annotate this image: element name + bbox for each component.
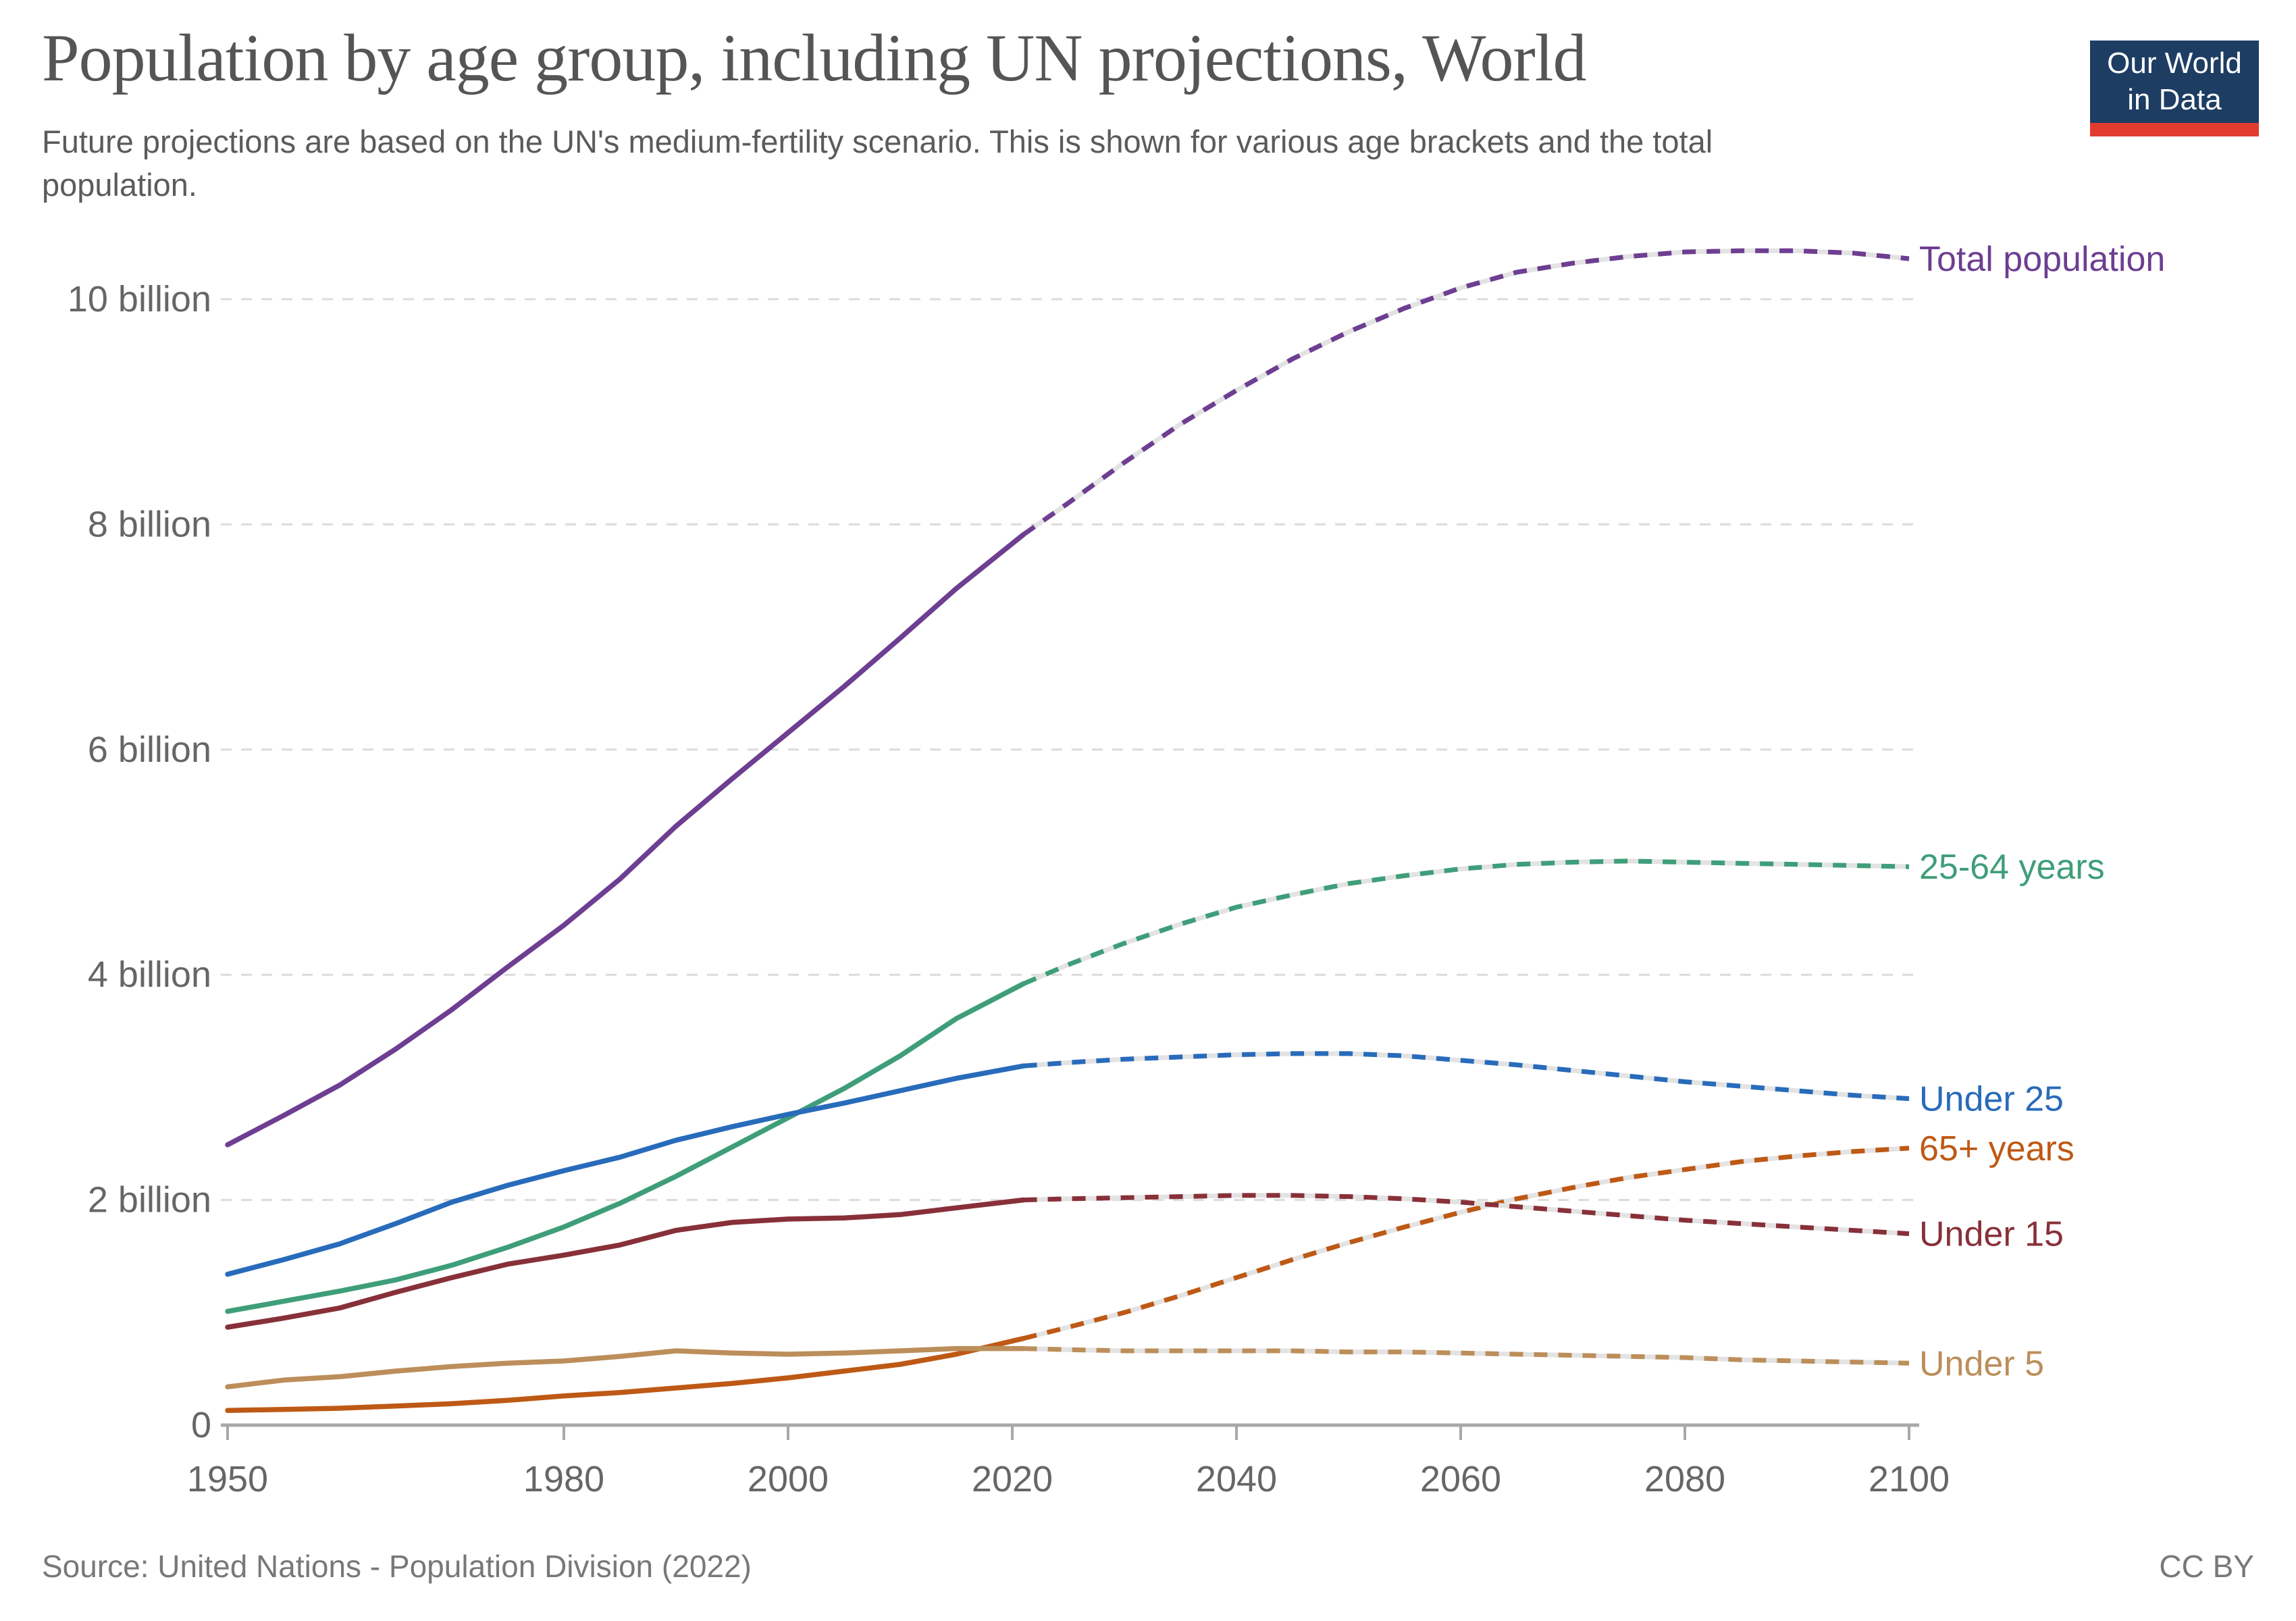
y-tick-label-8: 8 billion bbox=[88, 504, 211, 544]
series-line-total-population-projection-underlay bbox=[1022, 248, 1910, 537]
owid-logo-stripe bbox=[2090, 123, 2259, 136]
series-line-under-25 bbox=[225, 1063, 1026, 1277]
x-tick-label-2040: 2040 bbox=[1196, 1459, 1277, 1499]
series-line-65-years-projection-underlay bbox=[1022, 1146, 1910, 1341]
series-line-under-25-projected bbox=[1023, 1051, 1910, 1102]
series-line-25-64-years-projection-underlay bbox=[1022, 858, 1910, 986]
series-line-65-years-projected bbox=[1022, 1146, 1910, 1341]
series-line-total-population bbox=[225, 532, 1026, 1148]
license-link[interactable]: CC BY bbox=[2159, 1549, 2254, 1584]
x-tick-label-2100: 2100 bbox=[1869, 1459, 1950, 1499]
chart-subtitle: Future projections are based on the UN's… bbox=[42, 124, 1713, 203]
series-label-25-64-years: 25-64 years bbox=[1919, 848, 2105, 887]
series-line-25-64-years bbox=[225, 981, 1026, 1314]
x-tick-label-1950: 1950 bbox=[187, 1459, 268, 1499]
y-tick-label-0: 0 bbox=[191, 1405, 211, 1445]
y-tick-label-2: 2 billion bbox=[88, 1180, 211, 1220]
owid-logo-line2: in Data bbox=[2127, 83, 2222, 116]
x-tick-label-1980: 1980 bbox=[523, 1459, 604, 1499]
series-line-under-5-projected bbox=[1023, 1346, 1910, 1366]
series-label-65-years: 65+ years bbox=[1919, 1129, 2075, 1168]
x-tick-label-2080: 2080 bbox=[1644, 1459, 1725, 1499]
chart-footer: Source: United Nations - Population Divi… bbox=[42, 1548, 2254, 1585]
y-tick-label-4: 4 billion bbox=[88, 954, 211, 995]
series-line-total-population-projected bbox=[1022, 248, 1910, 537]
series-line-under-15 bbox=[225, 1197, 1026, 1330]
x-tick-label-2020: 2020 bbox=[972, 1459, 1053, 1499]
source-text: Source: United Nations - Population Divi… bbox=[42, 1549, 752, 1584]
series-label-under-5: Under 5 bbox=[1919, 1344, 2044, 1383]
series-line-25-64-years-projected bbox=[1022, 858, 1910, 986]
owid-logo[interactable]: Our World in Data bbox=[2090, 41, 2259, 136]
y-tick-label-10: 10 billion bbox=[68, 279, 211, 319]
series-line-under-5 bbox=[225, 1345, 1026, 1390]
series-line-under-15-projected bbox=[1023, 1193, 1910, 1237]
series-label-under-15: Under 15 bbox=[1919, 1215, 2064, 1254]
x-tick-label-2000: 2000 bbox=[748, 1459, 829, 1499]
y-tick-label-6: 6 billion bbox=[88, 729, 211, 770]
series-line-65-years bbox=[225, 1335, 1026, 1414]
owid-logo-background: Our World in Data bbox=[2090, 41, 2259, 123]
series-label-under-25: Under 25 bbox=[1919, 1080, 2064, 1119]
series-label-total-population: Total population bbox=[1919, 240, 2165, 279]
chart-title: Population by age group, including UN pr… bbox=[42, 20, 1587, 95]
owid-logo-line1: Our World bbox=[2107, 47, 2242, 80]
x-tick-label-2060: 2060 bbox=[1420, 1459, 1501, 1499]
